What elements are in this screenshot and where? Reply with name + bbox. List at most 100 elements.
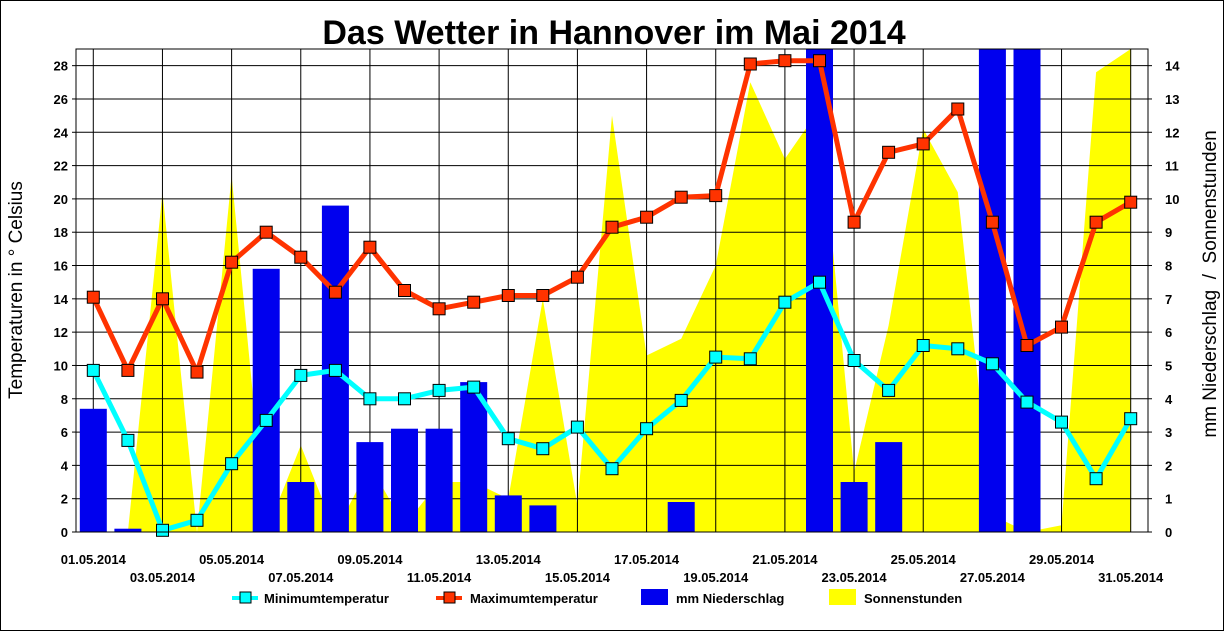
min-temperature-point — [432, 383, 446, 397]
precipitation-bar — [356, 442, 384, 532]
precipitation-bars-layer — [79, 49, 1041, 532]
max-temperature-point — [709, 189, 723, 203]
x-tick-label: 11.05.2014 — [407, 570, 472, 585]
max-temperature-point — [813, 54, 826, 68]
precipitation-bar — [425, 428, 453, 532]
y-tick-label-left: 24 — [54, 125, 69, 140]
x-tick-label: 03.05.2014 — [130, 570, 196, 585]
y-tick-label-left: 12 — [54, 325, 68, 340]
max-temperature-point — [536, 289, 550, 302]
max-temperature-point — [398, 284, 411, 297]
x-tick-label: 29.05.2014 — [1029, 552, 1095, 567]
precipitation-bar — [978, 49, 1006, 532]
x-tick-label: 15.05.2014 — [545, 570, 611, 585]
max-temperature-point — [1124, 195, 1138, 209]
max-temperature-point — [640, 210, 654, 224]
axis-layer: 0246810121416182022242628012345678910111… — [54, 48, 1180, 585]
y-tick-label-right: 2 — [1165, 458, 1172, 473]
x-tick-label: 05.05.2014 — [199, 552, 265, 567]
max-temperature-point — [363, 240, 377, 254]
y-axis-label-left: Temperaturen in ° Celsius — [6, 181, 27, 399]
y-tick-label-right: 4 — [1165, 392, 1173, 407]
x-tick-label: 07.05.2014 — [268, 570, 334, 585]
max-temperature-point — [328, 285, 342, 299]
min-temperature-point — [1089, 472, 1103, 486]
max-temperature-point — [882, 145, 896, 159]
precipitation-bar — [529, 505, 557, 532]
min-temperature-point — [743, 352, 757, 366]
x-tick-label: 23.05.2014 — [822, 570, 888, 585]
y-tick-label-left: 26 — [54, 92, 68, 107]
legend-sun-swatch — [829, 589, 856, 605]
max-temperature-point — [501, 289, 515, 302]
min-temperature-point — [640, 422, 654, 436]
x-tick-label: 27.05.2014 — [960, 570, 1026, 585]
x-tick-label: 25.05.2014 — [891, 552, 957, 567]
min-temperature-point — [674, 393, 688, 407]
min-temperature-point — [294, 368, 308, 382]
y-tick-label-left: 22 — [54, 159, 68, 174]
max-temperature-point — [985, 215, 999, 229]
min-temperature-point — [328, 363, 342, 377]
min-temperature-point — [156, 523, 169, 537]
min-temperature-point — [86, 363, 100, 377]
y-tick-label-right: 13 — [1165, 92, 1179, 107]
sunshine-area-layer — [93, 49, 1131, 532]
max-temperature-point — [86, 290, 100, 304]
y-tick-label-right: 1 — [1165, 492, 1172, 507]
min-temperature-point — [1020, 395, 1034, 409]
y-tick-label-left: 6 — [61, 425, 68, 440]
y-tick-label-right: 7 — [1165, 292, 1172, 307]
x-tick-label: 17.05.2014 — [614, 552, 680, 567]
max-temperature-point — [121, 363, 135, 377]
min-temperature-point — [467, 380, 481, 394]
min-temperature-point — [778, 295, 792, 309]
min-temperature-point — [847, 354, 861, 367]
min-temperature-point — [882, 383, 896, 397]
min-temperature-point — [190, 513, 204, 527]
y-tick-label-right: 3 — [1165, 425, 1172, 440]
max-temperature-point — [225, 255, 239, 269]
legend: Minimumtemperatur Maximumtemperatur mm N… — [232, 589, 962, 606]
max-temperature-point — [259, 225, 273, 239]
legend-item-sunshine: Sonnenstunden — [829, 589, 962, 606]
min-temperature-point — [605, 462, 619, 476]
max-temperature-point — [605, 220, 619, 234]
legend-max-label: Maximumtemperatur — [470, 591, 598, 606]
sunshine-area — [93, 49, 1131, 532]
legend-min-marker — [239, 591, 252, 604]
max-temperature-point — [1020, 339, 1034, 352]
precipitation-bar — [667, 502, 695, 532]
precipitation-bar — [114, 528, 142, 532]
max-temperature-point — [294, 250, 308, 264]
min-temperature-point — [363, 392, 377, 406]
y-tick-label-right: 5 — [1165, 358, 1172, 373]
max-temperature-point — [847, 215, 861, 229]
y-tick-label-right: 10 — [1165, 192, 1179, 207]
y-tick-label-right: 12 — [1165, 125, 1179, 140]
precipitation-bar — [875, 442, 903, 532]
y-tick-label-left: 28 — [54, 59, 68, 74]
y-tick-label-left: 0 — [61, 525, 68, 540]
max-temperature-point — [570, 270, 584, 284]
y-tick-label-left: 20 — [54, 192, 68, 207]
y-tick-label-right: 9 — [1165, 225, 1172, 240]
precipitation-bar — [391, 428, 418, 532]
max-temperature-point — [778, 54, 792, 68]
max-temperature-point — [467, 295, 481, 309]
precipitation-bar — [252, 268, 280, 532]
legend-min-label: Minimumtemperatur — [264, 591, 389, 606]
y-tick-label-left: 2 — [61, 492, 68, 507]
max-temperature-point — [743, 57, 757, 71]
x-tick-label: 31.05.2014 — [1098, 570, 1164, 585]
min-temperature-point — [570, 420, 584, 434]
legend-item-precipitation: mm Niederschlag — [641, 589, 784, 606]
legend-rain-swatch — [641, 589, 668, 605]
x-tick-label: 09.05.2014 — [337, 552, 403, 567]
max-temperature-point — [1055, 320, 1068, 334]
max-temperature-point — [951, 102, 965, 116]
max-temperature-point — [190, 365, 204, 379]
y-tick-label-right: 8 — [1165, 259, 1172, 274]
min-temperature-point — [121, 433, 135, 447]
precipitation-bar — [806, 49, 833, 532]
